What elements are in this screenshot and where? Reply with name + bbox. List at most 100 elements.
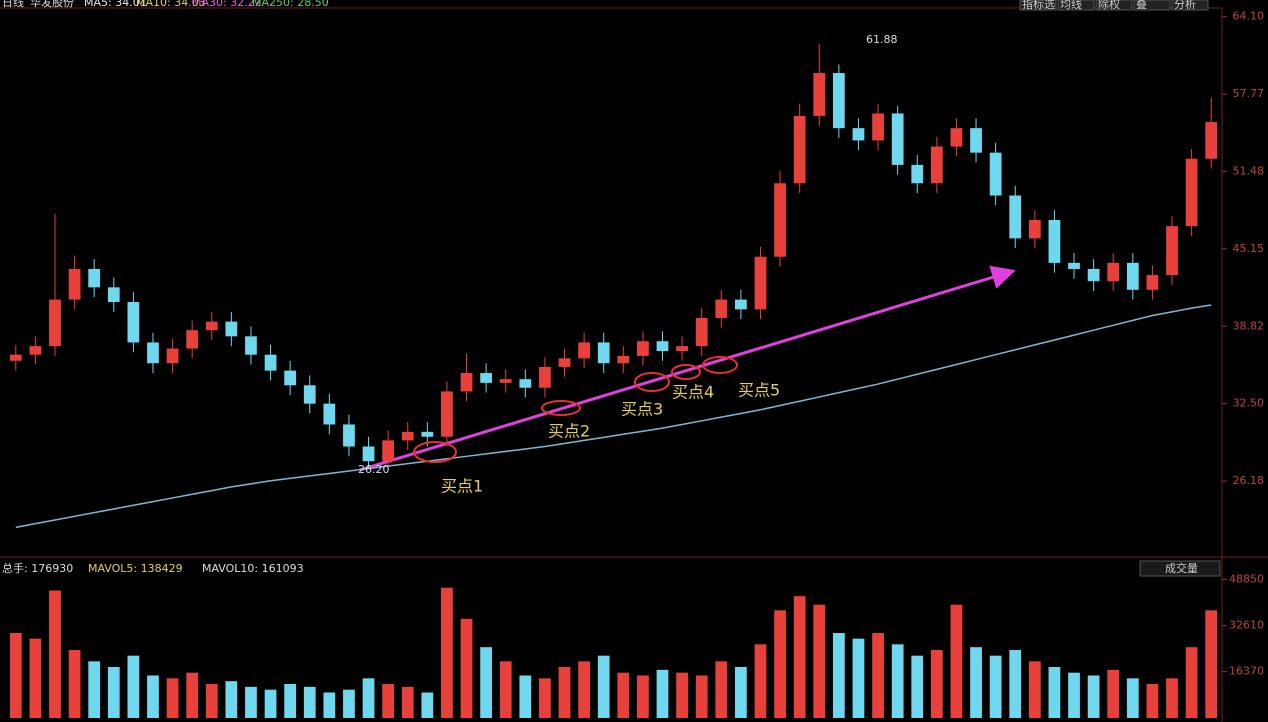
- ma-line: [15, 304, 1212, 529]
- volume-bar: [832, 633, 845, 718]
- candle-body: [1048, 219, 1061, 263]
- candle-body: [872, 113, 884, 141]
- tab-label[interactable]: 指标选: [1022, 0, 1055, 11]
- volume-bar: [9, 633, 22, 718]
- y-tick-label: 32.50: [1233, 397, 1265, 410]
- candle-body: [421, 431, 434, 437]
- candle-body: [1107, 262, 1120, 282]
- candle-body: [303, 385, 316, 404]
- volume-bar: [539, 678, 551, 718]
- volume-bar: [754, 644, 767, 718]
- y-tick-label: 64.10: [1233, 10, 1265, 23]
- volume-bar: [911, 655, 924, 718]
- candle-body: [1009, 195, 1022, 239]
- y-tick-label: 57.77: [1233, 87, 1265, 100]
- header-text: MA10: 34.03: [136, 0, 206, 9]
- candle-body: [832, 73, 845, 129]
- candle-body: [1166, 226, 1178, 276]
- candle-body: [441, 391, 453, 437]
- volume-bar: [1009, 650, 1022, 718]
- tab-label[interactable]: 分析: [1174, 0, 1196, 11]
- tab[interactable]: [1095, 0, 1133, 11]
- header-text: 日线: [2, 0, 24, 9]
- tab[interactable]: [1019, 0, 1057, 11]
- candle-body: [127, 302, 140, 343]
- volume-bar: [284, 684, 297, 718]
- volume-bar: [362, 678, 375, 718]
- volume-bar: [1068, 672, 1080, 718]
- buy-marker: [413, 441, 457, 463]
- candle-body: [88, 268, 101, 288]
- candle-body: [911, 164, 924, 184]
- volume-bar: [656, 669, 669, 718]
- volume-bar: [499, 661, 512, 718]
- candle-body: [735, 299, 747, 310]
- candle-body: [107, 287, 120, 303]
- candle-body: [1185, 158, 1198, 227]
- header-text: 华发股份: [30, 0, 74, 9]
- buy-point-label: 买点2: [548, 422, 590, 441]
- volume-bar: [1166, 678, 1178, 718]
- tab-label[interactable]: 均线: [1060, 0, 1082, 11]
- candle-body: [264, 354, 277, 371]
- volume-bar: [1087, 675, 1100, 718]
- tab[interactable]: [1133, 0, 1171, 11]
- volume-bar: [401, 686, 414, 718]
- candle-body: [617, 355, 630, 364]
- header-text: MA250: 28.50: [252, 0, 329, 9]
- candle-body: [480, 373, 492, 383]
- volume-bar: [637, 675, 649, 718]
- candle-body: [578, 342, 590, 359]
- tab-label[interactable]: 除权: [1098, 0, 1120, 11]
- volume-bar: [989, 655, 1002, 718]
- header-text: MA5: 34.01: [84, 0, 147, 9]
- candle-body: [695, 317, 708, 347]
- candle-body: [1068, 262, 1080, 269]
- volume-bar: [245, 686, 257, 718]
- candle-body: [29, 346, 42, 355]
- volume-bar: [695, 675, 708, 718]
- volume-bar: [617, 672, 630, 718]
- volume-bar: [1107, 669, 1120, 718]
- candle-body: [891, 113, 904, 165]
- volume-bar: [343, 689, 355, 718]
- y-tick-label: 26.18: [1233, 474, 1265, 487]
- candle-body: [1205, 122, 1218, 159]
- volume-bar: [186, 672, 199, 718]
- y-tick-label: 38.82: [1233, 319, 1265, 332]
- volume-bar: [166, 678, 179, 718]
- volume-bar: [1205, 610, 1218, 718]
- trend-arrow: [359, 265, 1016, 472]
- tab[interactable]: [1057, 0, 1095, 11]
- header-text: MA30: 32.22: [192, 0, 262, 9]
- candle-body: [656, 341, 669, 352]
- volume-bar: [597, 655, 610, 718]
- candle-body: [637, 341, 649, 356]
- volume-button[interactable]: [1139, 560, 1221, 577]
- candle-body: [166, 348, 179, 364]
- volume-bar: [303, 686, 316, 718]
- candle-body: [597, 342, 610, 364]
- candle-body: [558, 358, 571, 367]
- candle-body: [519, 379, 532, 388]
- volume-bar: [147, 675, 159, 718]
- candle-body: [499, 379, 512, 383]
- candle-body: [774, 183, 786, 257]
- y-tick-label: 32610: [1229, 619, 1264, 632]
- candle-body: [362, 446, 375, 462]
- tab-label[interactable]: 叠: [1136, 0, 1147, 11]
- volume-button-label[interactable]: 成交量: [1165, 561, 1198, 575]
- volume-bar: [793, 596, 806, 718]
- candle-body: [970, 128, 982, 153]
- candle-body: [989, 152, 1002, 196]
- candle-body: [205, 321, 218, 331]
- candle-body: [754, 256, 767, 310]
- buy-point-label: 买点3: [621, 400, 663, 419]
- high-label: 61.88: [866, 33, 898, 46]
- volume-bar: [1048, 667, 1061, 718]
- tab[interactable]: [1171, 0, 1209, 11]
- volume-bar: [1146, 684, 1159, 718]
- volume-bar: [558, 667, 571, 718]
- volume-header-text: MAVOL10: 161093: [202, 562, 304, 575]
- candle-body: [49, 299, 61, 347]
